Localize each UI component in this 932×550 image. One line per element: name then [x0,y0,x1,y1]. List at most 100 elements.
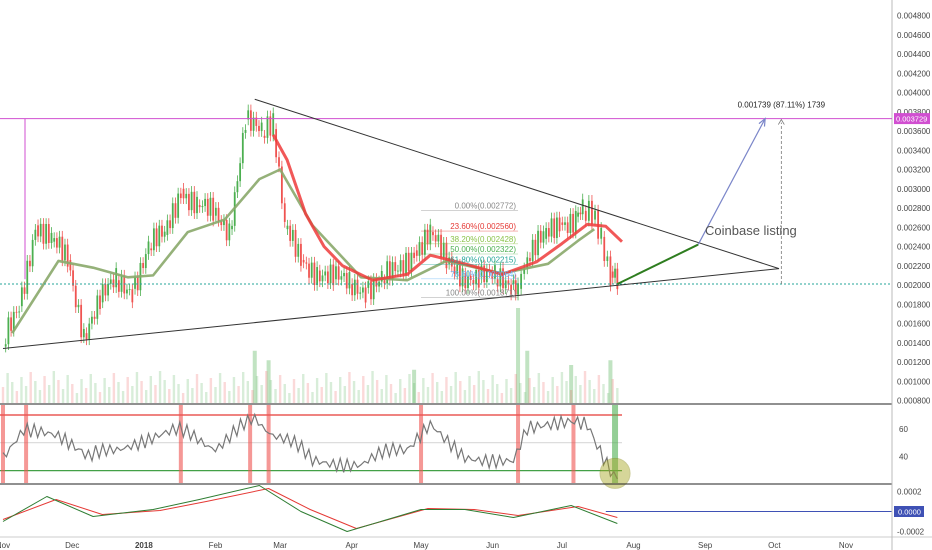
macd-panel[interactable]: 0.0000 [2,485,924,532]
candle-body [616,268,619,290]
candle-body [190,191,193,211]
macd-signal-line [2,488,618,529]
rsi-overbought-marker [178,405,183,483]
x-tick-label: Nov [0,541,10,550]
candle-body [289,225,292,241]
candle-body [241,132,244,164]
volume-bar [205,392,208,403]
candle-body [534,239,537,256]
volume-bar [569,365,574,403]
volume-bar [34,381,37,403]
volume-bar [371,371,374,403]
candle-body [442,242,445,258]
candle-body [228,223,231,241]
candle-body [418,242,421,256]
candle-body [510,284,513,295]
volume-bar [306,383,310,403]
volume-bar [108,387,111,403]
y-tick-label: 0.002200 [897,262,931,271]
candle-body [39,223,42,237]
candle-body [223,220,225,226]
volume-bar [403,388,407,403]
candle-body [397,270,399,272]
volume-bar [297,388,300,403]
volume-bar [426,387,430,403]
candle-body [318,270,321,282]
candle-body [459,264,461,287]
volume-bar [191,388,194,403]
volume-bar [218,373,222,403]
candle-body [280,166,283,204]
volume-bar [269,380,273,403]
candle-body [74,285,77,308]
candle-body [239,163,242,182]
y-tick-label: 0.004000 [897,89,931,98]
x-tick-label: Mar [273,541,287,550]
candle-body [236,181,239,193]
candle-body [480,265,483,278]
volume-bar [246,381,250,403]
candle-body [380,270,383,282]
volume-bar [546,391,550,403]
volume-bar [352,381,356,403]
macd-zero-label: 0.0000 [898,508,921,517]
volume-bar [89,374,92,403]
candle-body [112,279,115,288]
rsi-overbought-marker [266,405,271,483]
volume-bar [260,385,263,403]
x-tick-label: Feb [209,541,223,550]
candle-body [537,230,539,256]
volume-bar [593,389,596,403]
ma-fast-line [271,134,624,282]
volume-bar [47,385,51,403]
volume-bar [496,384,499,403]
volume-bar [149,376,153,403]
candle-body [166,220,169,235]
candle-body [483,265,486,283]
triangle-lower-line [2,268,780,350]
volume-bar [1,387,5,403]
candle-body [566,222,569,233]
candle-body [415,250,418,256]
candle-body [591,200,593,225]
volume-bar [80,379,83,403]
x-tick-label: Oct [768,541,781,550]
volume-bar [551,377,554,403]
candle-body [429,224,432,245]
volume-bar [265,371,268,403]
y-tick-label: 0.002800 [897,204,931,213]
candle-body [584,210,587,221]
candle-body [163,231,166,237]
candle-body [340,276,343,280]
candle-body [572,213,574,233]
volume-bar [565,381,568,403]
volume-bar [131,386,134,403]
y-tick-label: 0.002600 [897,223,931,232]
rsi-panel[interactable] [0,405,631,489]
candle-body [10,317,12,331]
candle-body [475,269,477,285]
candle-body [507,280,510,285]
candle-body [594,210,596,220]
candle-body [231,225,233,230]
rsi-line [2,412,618,480]
price-panel[interactable] [1,104,624,403]
y-tick-label: 0.001000 [897,377,931,386]
candle-body [255,117,258,126]
volume-bar [583,371,587,403]
candle-body [161,225,163,237]
candle-body [545,228,548,239]
rsi-overbought-marker [419,405,424,483]
volume-bar [20,377,23,403]
candle-body [472,280,475,285]
candle-body [69,259,72,271]
volume-bar [468,376,471,403]
candle-body [171,203,174,229]
candle-body [4,344,7,347]
volume-bar [537,373,541,403]
candle-body [131,289,134,303]
volume-bar [602,384,605,403]
volume-bar [52,371,56,403]
